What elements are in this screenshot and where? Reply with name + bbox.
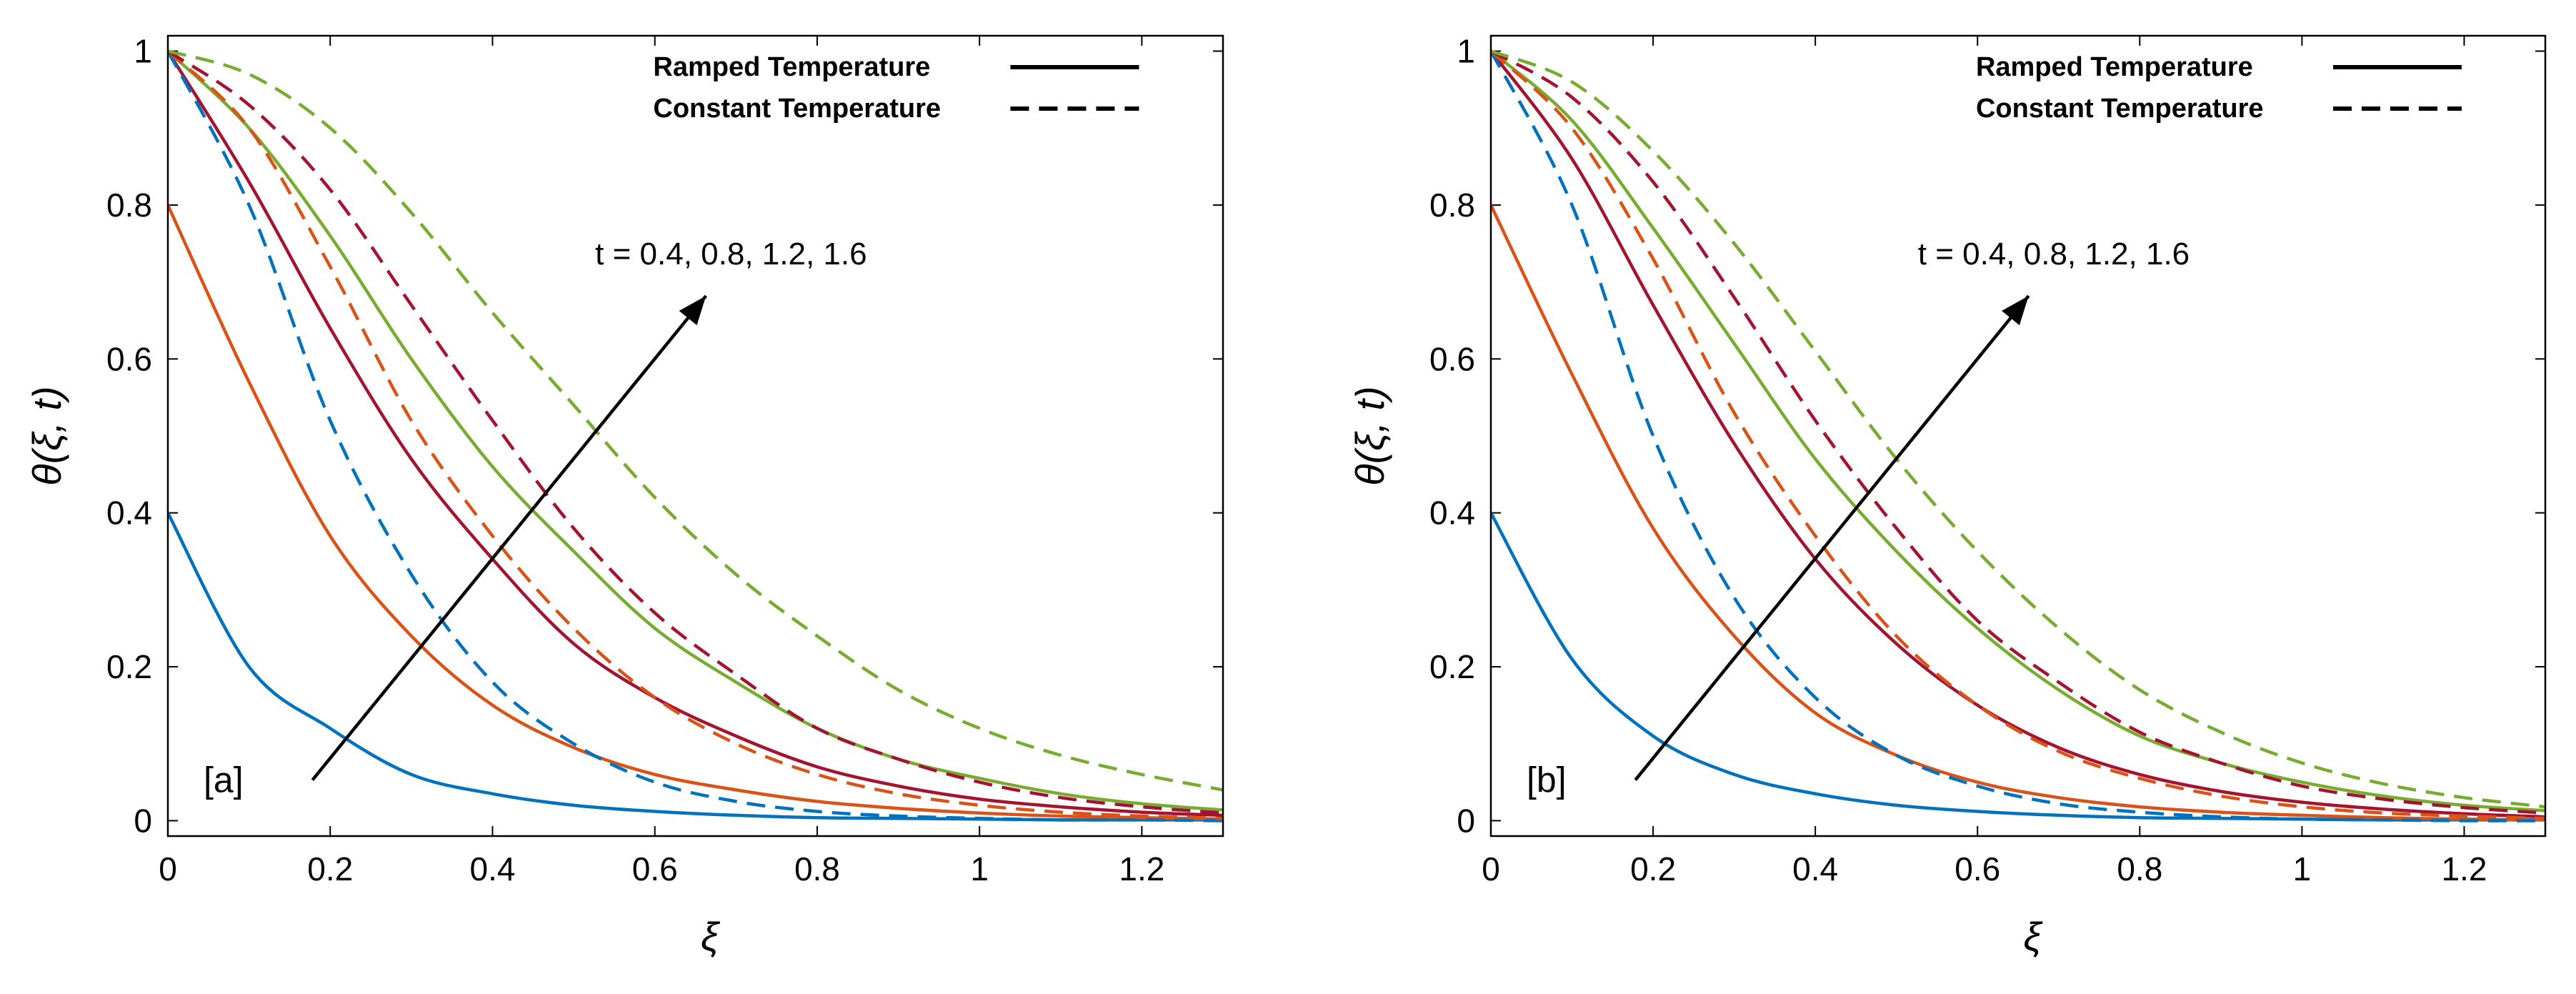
series-line-solid-t1_6	[1491, 49, 2545, 812]
x-tick-label: 0.8	[2117, 850, 2162, 888]
series-group	[168, 49, 1223, 822]
series-line-dashed-t0_8	[168, 49, 1223, 820]
x-tick-label: 1.2	[2441, 850, 2487, 888]
x-tick-label: 1.2	[1119, 850, 1164, 888]
series-line-dashed-t0_4	[168, 50, 1223, 822]
series-line-solid-t0_4	[1491, 512, 2545, 822]
panel-label: [b]	[1527, 760, 1567, 800]
y-tick-label: 0	[1457, 802, 1475, 839]
series-line-dashed-t1_6	[168, 49, 1223, 792]
legend-label: Constant Temperature	[1976, 94, 2264, 124]
y-tick-label: 0.8	[106, 187, 152, 224]
y-tick-label: 1	[134, 33, 152, 70]
series-line-dashed-t1_2	[1491, 49, 2545, 815]
annotation-text: t = 0.4, 0.8, 1.2, 1.6	[595, 237, 867, 272]
y-tick-label: 0.6	[1429, 340, 1475, 377]
y-tick-label: 0	[134, 802, 152, 839]
series-line-solid-t0_8	[1491, 204, 2545, 822]
y-tick-label: 0.2	[106, 648, 152, 685]
x-tick-label: 1	[970, 850, 989, 888]
series-line-dashed-t1_2	[168, 49, 1223, 815]
axes-box	[166, 34, 1224, 838]
chart-panel-1: 0 0.2 0.4 0.6 0.8 1 1.2 0 0.2 0.4 0.6 0.8 1 ξ θ(ξ, t) R…	[24, 33, 1224, 959]
x-tick-label: 0	[1482, 850, 1500, 888]
series-line-solid-t1_2	[168, 50, 1223, 817]
series-line-solid-t1_6	[168, 49, 1223, 812]
y-tick-label: 0.4	[106, 494, 152, 532]
x-tick-label: 0.4	[469, 850, 515, 888]
y-tick-label: 0.8	[1429, 187, 1475, 224]
series-line-dashed-t1_6	[1491, 49, 2545, 809]
trend-arrow-head	[2002, 296, 2029, 326]
series-line-dashed-t0_8	[1491, 49, 2545, 820]
x-tick-label: 0.4	[1792, 850, 1838, 888]
series-line-solid-t0_8	[168, 204, 1223, 821]
series-group	[1491, 49, 2545, 822]
y-tick-label: 0.2	[1429, 648, 1475, 685]
y-tick-label: 0.4	[1429, 494, 1475, 532]
x-tick-label: 1	[2293, 850, 2312, 888]
x-tick-label: 0.6	[632, 850, 678, 888]
panel-label: [a]	[204, 760, 244, 800]
y-axis-label: θ(ξ, t)	[24, 386, 69, 485]
axes-box	[1489, 34, 2547, 838]
legend-label: Ramped Temperature	[653, 52, 930, 82]
chart-panel-2: 0 0.2 0.4 0.6 0.8 1 1.2 0 0.2 0.4 0.6 0.8 1 ξ θ(ξ, t) R…	[1347, 33, 2547, 959]
legend-label: Ramped Temperature	[1976, 52, 2253, 82]
x-tick-label: 0.2	[307, 850, 353, 888]
y-tick-label: 0.6	[106, 340, 152, 377]
x-tick-label: 0.8	[794, 850, 840, 888]
annotation-text: t = 0.4, 0.8, 1.2, 1.6	[1918, 237, 2190, 272]
series-line-dashed-t0_4	[1491, 50, 2545, 822]
trend-arrow-shaft	[1634, 294, 2030, 782]
series-line-solid-t0_4	[168, 512, 1223, 822]
y-axis-label: θ(ξ, t)	[1347, 386, 1392, 485]
y-tick-label: 1	[1457, 33, 1475, 70]
x-tick-label: 0	[159, 850, 177, 888]
x-axis-label: ξ	[2023, 914, 2043, 959]
x-tick-label: 0.2	[1630, 850, 1676, 888]
trend-arrow-shaft	[311, 294, 708, 782]
series-line-solid-t1_2	[1491, 50, 2545, 819]
legend-label: Constant Temperature	[653, 94, 941, 124]
x-axis-label: ξ	[701, 914, 721, 959]
trend-arrow-head	[679, 296, 707, 326]
x-tick-label: 0.6	[1955, 850, 2000, 888]
